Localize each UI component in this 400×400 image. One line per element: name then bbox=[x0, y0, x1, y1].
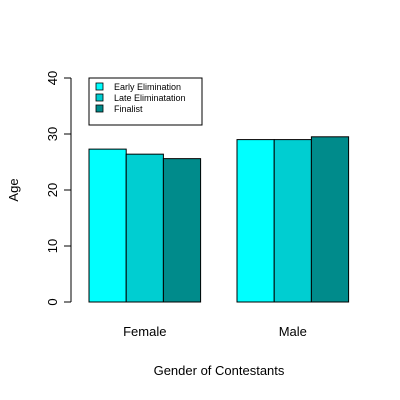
y-tick-label: 0 bbox=[45, 298, 60, 305]
bar-male-finalist bbox=[310, 136, 350, 303]
y-tick-label: 20 bbox=[45, 183, 60, 197]
legend-swatch bbox=[95, 82, 104, 91]
legend-swatch bbox=[95, 93, 104, 102]
y-tick-label: 30 bbox=[45, 127, 60, 141]
bar-male-early-elimination bbox=[236, 139, 275, 303]
x-category-label: Male bbox=[279, 324, 307, 339]
legend-label: Finalist bbox=[114, 104, 143, 114]
legend-label: Late Eliminatation bbox=[114, 93, 186, 103]
bar-male-late-eliminatation bbox=[273, 139, 312, 303]
x-axis-title: Gender of Contestants bbox=[154, 363, 285, 378]
legend-box bbox=[88, 77, 203, 126]
y-axis-title: Age bbox=[6, 178, 21, 201]
x-category-label: Female bbox=[123, 324, 166, 339]
bar-female-finalist bbox=[162, 158, 202, 303]
y-axis: 0 10 20 30 40 bbox=[45, 71, 72, 306]
legend-label: Early Elimination bbox=[114, 82, 181, 92]
bar-female-late-eliminatation bbox=[125, 153, 164, 303]
legend-swatch bbox=[95, 104, 104, 113]
y-tick-label: 40 bbox=[45, 71, 60, 85]
y-tick-label: 10 bbox=[45, 239, 60, 253]
plot-area bbox=[88, 136, 350, 303]
bar-female-early-elimination bbox=[88, 148, 127, 303]
x-axis-labels: Female Male bbox=[123, 324, 307, 339]
